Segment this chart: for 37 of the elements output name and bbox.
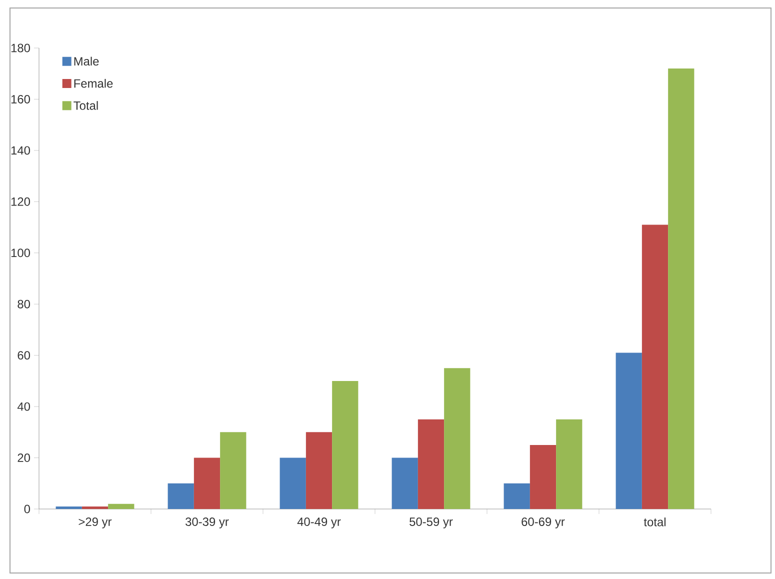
bar	[108, 504, 134, 509]
y-tick-label: 100	[11, 248, 30, 258]
bar	[56, 506, 82, 509]
bar	[556, 419, 582, 509]
y-tick-label: 40	[17, 402, 30, 411]
x-tick-label: 50-59 yr	[410, 518, 453, 528]
bar	[530, 444, 556, 509]
bar	[418, 419, 444, 509]
legend-label: Female	[74, 78, 113, 88]
legend-label: Male	[74, 56, 99, 66]
x-tick-label: 30-39 yr	[186, 518, 229, 528]
bar	[616, 352, 642, 509]
x-tick-label: total	[644, 518, 666, 526]
bar	[194, 458, 220, 509]
bar	[392, 458, 418, 509]
y-tick-label: 60	[18, 351, 30, 360]
bar	[332, 380, 358, 509]
x-tick-label: >29 yr	[78, 518, 112, 528]
bar	[642, 224, 668, 509]
bar	[504, 483, 530, 509]
bar	[444, 368, 470, 509]
y-tick-label: 80	[18, 300, 30, 308]
y-tick-label: 20	[18, 454, 30, 462]
bar	[280, 458, 306, 509]
y-tick-label: 180	[11, 44, 30, 52]
bar	[668, 68, 694, 509]
bar	[306, 432, 332, 509]
legend-label: Total	[74, 101, 98, 110]
bar	[168, 483, 194, 509]
y-tick-label: 160	[11, 94, 30, 104]
bar	[82, 506, 108, 509]
bar	[220, 432, 246, 509]
y-tick-label: 140	[11, 146, 30, 155]
y-tick-label: 120	[11, 197, 30, 206]
y-tick-label: 0	[24, 504, 30, 514]
x-tick-label: 60-69 yr	[522, 518, 565, 528]
x-tick-label: 40-49 yr	[297, 518, 341, 528]
